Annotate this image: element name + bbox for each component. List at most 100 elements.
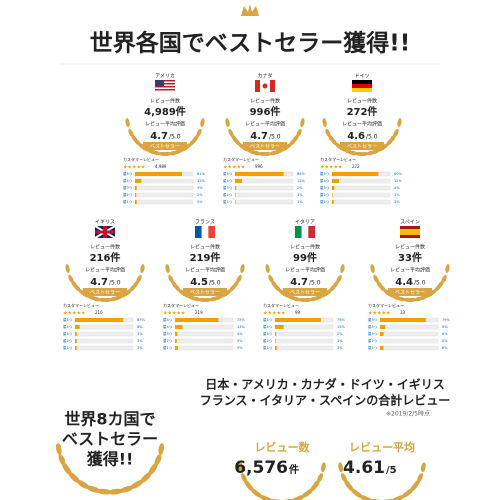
bar-bg [74,324,134,330]
flag [352,80,372,84]
bar [175,332,178,336]
bar [332,200,334,204]
total: 4,989 [155,164,167,169]
ribbon [143,142,187,150]
laurel-leaf [87,295,97,301]
laurel-leaf [71,280,78,289]
laurel-leaf [169,150,179,156]
rating-scale: /5.0 [169,134,181,141]
laurel-leaf [393,128,399,138]
country-name: フランス [195,220,215,226]
laurel-leaf [296,128,302,138]
flag [295,226,302,238]
stars: ★★★★★ [123,165,146,171]
flag [352,84,372,88]
star-label: 星5つ [63,317,73,322]
bar-bg [331,185,391,191]
bar-bg [379,324,439,330]
bar [75,346,77,350]
flag [255,80,260,92]
laurel-leaf [240,264,245,274]
rating: 4.7 [250,131,268,142]
laurel-leaf [265,264,270,274]
laurel-leaf [171,280,178,289]
laurel-leaf [291,496,302,500]
summary-value: 6,576 [234,458,288,478]
rating: 4.5 [190,277,208,288]
review-count-label: レビュー件数 [250,98,280,105]
country-name: イギリス [95,220,115,226]
badge-text: ベストセラー [62,430,158,449]
laurel-leaf [344,149,354,155]
review-count-label: レビュー件数 [190,244,220,251]
laurel-leaf [317,473,324,483]
bar [380,346,384,350]
laurel-leaf [320,462,326,473]
star-label: 星3つ [63,331,73,336]
bar [275,339,276,343]
stars: ★★★★★ [63,311,86,317]
bar [135,193,137,197]
star-label: 星1つ [223,199,233,204]
ribbon-label: ベストセラー [190,290,220,296]
flag [155,89,175,91]
review-avg-label: レビュー平均評価 [285,267,325,274]
laurel-leaf [62,462,71,474]
summary-label: レビュー平均 [349,440,415,454]
bar [332,179,339,183]
laurel-leaf [309,296,319,302]
pct: 80% [394,172,402,176]
laurel-leaf [391,496,402,500]
rating-scale: /5.0 [109,280,121,287]
bar [135,200,137,204]
crown [241,4,259,16]
bar [235,179,242,183]
customer-review-label: カスタマーレビュー [63,302,99,308]
star-label: 星5つ [223,171,233,176]
star-label: 星1つ [320,199,330,204]
star-label: 星3つ [223,185,233,190]
pct: 3% [137,339,143,343]
bar [275,325,284,329]
laurel-leaf [76,479,88,488]
bar-bg [174,338,234,344]
pct: 2% [337,332,343,336]
pct: 75% [237,318,245,322]
review-count: 99件 [293,251,317,264]
rating-scale: /5.0 [269,134,281,141]
laurel-leaf [209,296,219,302]
ribbon [340,142,384,150]
bar-bg [134,178,194,184]
bar-bg [74,345,134,351]
laurel-leaf [147,149,157,155]
pct: 84% [297,172,305,176]
bar-bg [331,192,391,198]
laurel-leaf [225,118,230,128]
laurel-leaf [158,443,165,455]
review-count-label: レビュー件数 [395,244,425,251]
bar [75,325,80,329]
flag [195,226,202,238]
pct: 9% [442,325,448,329]
total: 33 [400,310,406,315]
laurel-leaf [250,488,260,496]
rating-scale: /5.0 [414,280,426,287]
review-avg-label: レビュー平均評価 [185,267,225,274]
pct: 6% [442,346,448,350]
pct: 3% [337,346,343,350]
flag [400,229,420,235]
rating-scale: /5.0 [309,280,321,287]
laurel-leaf [445,264,450,274]
total: 272 [352,164,360,169]
bar [275,346,277,350]
bar [332,172,379,176]
country-name: ドイツ [354,74,369,80]
flag [270,80,275,92]
review-count-label: レビュー件数 [90,244,120,251]
star-label: 星4つ [163,324,173,329]
rating: 4.7 [90,277,108,288]
country-name: カナダ [257,73,272,80]
flag [208,226,216,238]
review-count: 996件 [250,105,281,118]
